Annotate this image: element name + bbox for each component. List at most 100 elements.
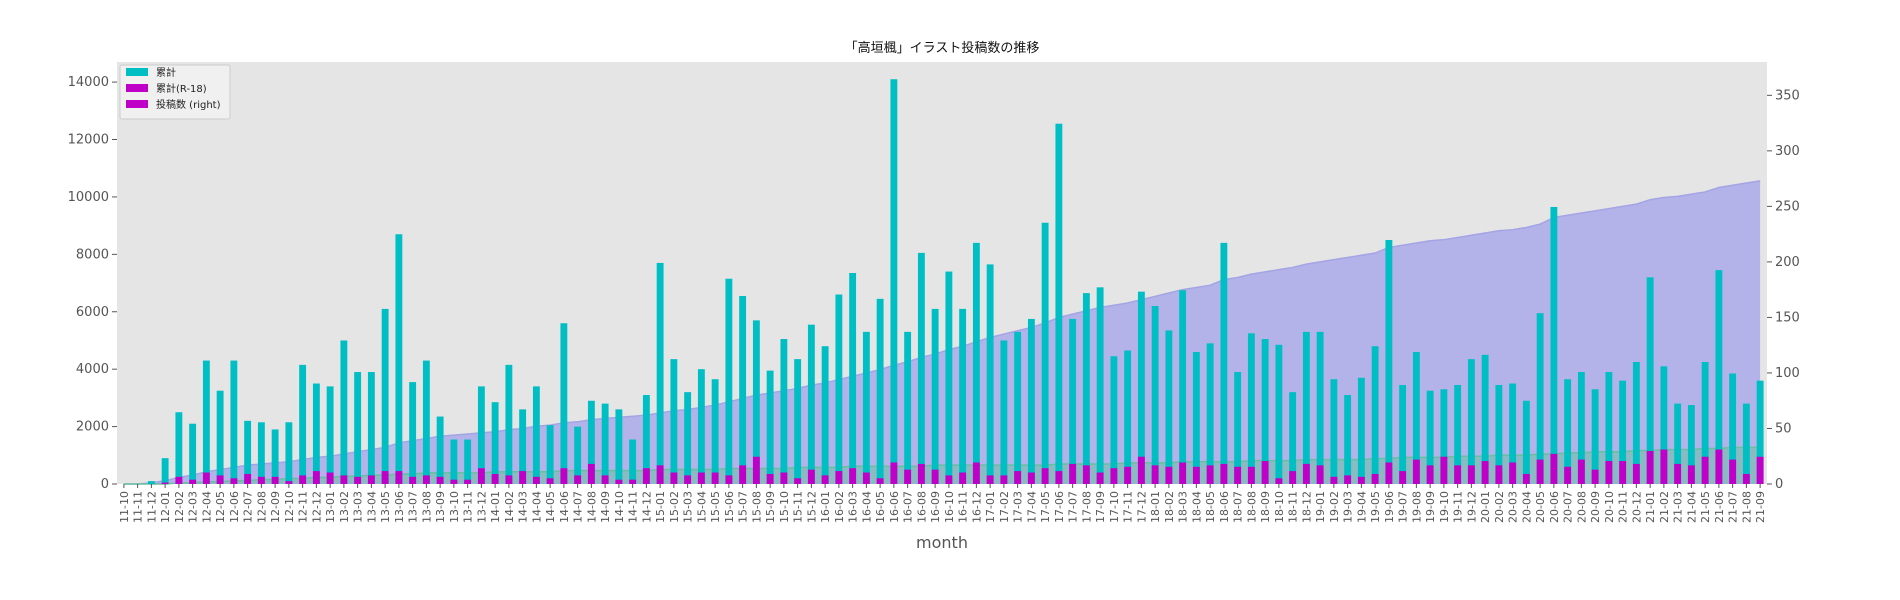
y-tick-label: 8000 bbox=[76, 247, 109, 262]
bar-cumulative-16-06 bbox=[890, 79, 898, 484]
x-tick-label: 21-05 bbox=[1699, 491, 1712, 523]
x-tick-label: 19-03 bbox=[1342, 491, 1355, 523]
x-tick-label: 20-10 bbox=[1603, 491, 1616, 523]
bar-cumulative-14-05 bbox=[546, 425, 554, 484]
bar-cumulative-19-08 bbox=[1412, 351, 1420, 484]
bar-cumulative-18-09 bbox=[1261, 339, 1269, 484]
bar-r18-13-01 bbox=[326, 472, 334, 484]
bar-cumulative-15-05 bbox=[711, 379, 719, 484]
bar-cumulative-13-01 bbox=[326, 386, 334, 484]
x-tick-label: 12-09 bbox=[269, 491, 282, 523]
bar-cumulative-19-10 bbox=[1440, 389, 1448, 484]
bar-r18-18-08 bbox=[1247, 466, 1255, 484]
bar-cumulative-14-04 bbox=[532, 386, 540, 484]
bar-cumulative-12-11 bbox=[299, 364, 307, 484]
x-tick-label: 18-06 bbox=[1218, 491, 1231, 523]
x-tick-label: 15-11 bbox=[792, 491, 805, 523]
x-tick-label: 20-01 bbox=[1479, 491, 1492, 523]
x-tick-label: 13-12 bbox=[475, 491, 488, 523]
bar-r18-19-03 bbox=[1344, 475, 1352, 484]
bar-cumulative-19-03 bbox=[1344, 395, 1352, 484]
x-tick-label: 21-03 bbox=[1672, 491, 1685, 523]
bar-cumulative-14-07 bbox=[574, 426, 582, 484]
x-tick-label: 20-06 bbox=[1548, 491, 1561, 523]
bar-r18-21-09 bbox=[1756, 456, 1764, 484]
bar-cumulative-15-01 bbox=[656, 262, 664, 484]
x-tick-label: 17-06 bbox=[1053, 491, 1066, 523]
bar-r18-19-12 bbox=[1467, 465, 1475, 484]
bar-r18-17-07 bbox=[1069, 463, 1077, 484]
bar-r18-15-01 bbox=[656, 465, 664, 484]
bar-r18-16-08 bbox=[917, 463, 925, 484]
bar-cumulative-13-07 bbox=[409, 382, 417, 484]
bar-cumulative-15-06 bbox=[725, 278, 733, 484]
x-tick-label: 19-01 bbox=[1314, 491, 1327, 523]
bar-r18-19-09 bbox=[1426, 465, 1434, 484]
x-tick-label: 19-04 bbox=[1355, 491, 1368, 523]
y-tick-label: 14000 bbox=[68, 75, 109, 90]
bar-cumulative-19-11 bbox=[1454, 384, 1462, 484]
bar-cumulative-11-12 bbox=[147, 481, 155, 484]
y-tick-label: 4000 bbox=[76, 362, 109, 377]
bar-r18-17-04 bbox=[1027, 472, 1035, 484]
x-tick-label: 15-12 bbox=[805, 491, 818, 523]
x-tick-label: 18-07 bbox=[1232, 491, 1245, 523]
bar-cumulative-17-12 bbox=[1137, 291, 1145, 484]
x-tick-label: 18-11 bbox=[1287, 491, 1300, 523]
x-tick-label: 16-09 bbox=[929, 491, 942, 523]
bar-r18-18-01 bbox=[1151, 465, 1159, 484]
bar-r18-19-02 bbox=[1330, 476, 1338, 484]
bar-cumulative-21-06 bbox=[1715, 270, 1723, 484]
x-tick-label: 17-01 bbox=[984, 491, 997, 523]
bar-r18-18-04 bbox=[1192, 466, 1200, 484]
x-tick-label: 17-05 bbox=[1039, 491, 1052, 523]
x-tick-label: 16-05 bbox=[874, 491, 887, 523]
y2-tick-label: 200 bbox=[1775, 255, 1800, 270]
bar-cumulative-14-03 bbox=[519, 409, 527, 484]
bar-r18-18-09 bbox=[1261, 461, 1269, 484]
bar-cumulative-13-04 bbox=[367, 372, 375, 484]
bar-r18-17-08 bbox=[1082, 465, 1090, 484]
bar-r18-21-02 bbox=[1660, 449, 1668, 484]
bar-cumulative-20-01 bbox=[1481, 354, 1489, 484]
bar-r18-16-02 bbox=[835, 471, 843, 484]
bar-cumulative-21-04 bbox=[1687, 405, 1695, 484]
bar-r18-15-09 bbox=[766, 473, 774, 484]
x-tick-label: 15-09 bbox=[764, 491, 777, 523]
y-axis-right: 0 50 100 150 200 250 300 350 bbox=[1767, 88, 1800, 492]
x-tick-label: 18-10 bbox=[1273, 491, 1286, 523]
bar-cumulative-18-10 bbox=[1275, 344, 1283, 484]
x-tick-label: 12-06 bbox=[228, 491, 241, 523]
x-tick-label: 14-11 bbox=[627, 491, 640, 523]
bar-r18-14-05 bbox=[546, 478, 554, 484]
bar-cumulative-18-02 bbox=[1165, 330, 1173, 484]
bar-r18-15-08 bbox=[752, 456, 760, 484]
legend-swatch-series-cumulative bbox=[126, 68, 148, 76]
y2-tick-label: 150 bbox=[1775, 310, 1800, 325]
bar-r18-12-12 bbox=[312, 471, 320, 484]
bar-cumulative-21-09 bbox=[1756, 380, 1764, 484]
x-tick-label: 14-08 bbox=[585, 491, 598, 523]
x-tick-label: 15-05 bbox=[709, 491, 722, 523]
x-tick-label: 19-06 bbox=[1383, 491, 1396, 523]
bar-r18-12-11 bbox=[299, 475, 307, 484]
bar-cumulative-12-03 bbox=[189, 423, 197, 484]
x-tick-label: 14-10 bbox=[613, 491, 626, 523]
bar-cumulative-20-05 bbox=[1536, 313, 1544, 484]
bar-r18-21-07 bbox=[1729, 459, 1737, 484]
bar-cumulative-13-11 bbox=[464, 439, 472, 484]
x-tick-label: 17-11 bbox=[1122, 491, 1135, 523]
bar-r18-16-09 bbox=[931, 469, 939, 484]
bar-cumulative-17-06 bbox=[1055, 123, 1063, 484]
x-tick-label: 18-05 bbox=[1204, 491, 1217, 523]
bar-cumulative-13-08 bbox=[422, 360, 430, 484]
bar-series-layer bbox=[147, 79, 1764, 484]
y-tick-label: 2000 bbox=[76, 420, 109, 435]
x-tick-label: 16-01 bbox=[819, 491, 832, 523]
bar-r18-21-04 bbox=[1687, 465, 1695, 484]
x-tick-label: 12-01 bbox=[159, 491, 172, 523]
bar-r18-13-08 bbox=[422, 475, 430, 484]
bar-cumulative-19-12 bbox=[1467, 359, 1475, 484]
bar-r18-14-11 bbox=[629, 479, 637, 484]
